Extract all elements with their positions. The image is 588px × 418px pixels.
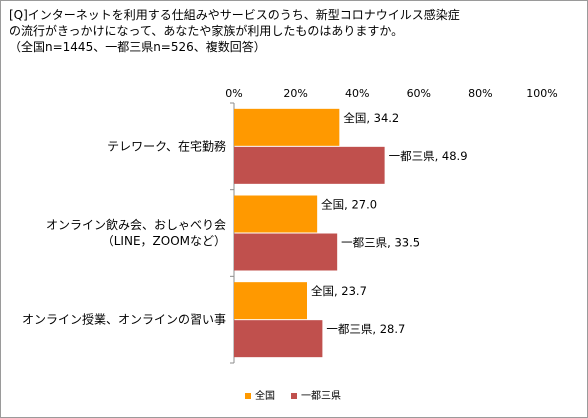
category-label: オンライン授業、オンラインの習い事 [22, 312, 226, 327]
x-tick-label: 0% [225, 87, 242, 100]
data-label: 全国, 23.7 [311, 284, 367, 298]
legend-swatch [245, 393, 251, 399]
category-label: テレワーク、在宅勤務 [107, 138, 226, 153]
data-label: 全国, 34.2 [343, 111, 399, 125]
data-label: 一都三県, 33.5 [341, 236, 420, 250]
legend-label: 一都三県 [301, 390, 341, 402]
title-line-3: （全国n=1445、一都三県n=526、複数回答） [9, 40, 266, 54]
category-label: （LINE，ZOOMなど） [102, 234, 226, 248]
data-label: 一都三県, 28.7 [326, 322, 405, 336]
x-tick-label: 20% [283, 87, 307, 100]
bar-national [234, 195, 318, 233]
data-label: 全国, 27.0 [321, 198, 377, 212]
x-tick-label: 80% [468, 87, 492, 100]
x-tick-label: 60% [407, 87, 431, 100]
legend-swatch [291, 393, 297, 399]
title-line-2: の流行がきっかけになって、あなたや家族が利用したものはありますか。 [9, 24, 404, 38]
category-label: オンライン飲み会、おしゃべり会 [46, 217, 226, 232]
bar-tokyo-area [234, 320, 323, 358]
x-tick-label: 100% [526, 87, 557, 100]
bar-national [234, 282, 307, 320]
x-tick-label: 40% [345, 87, 369, 100]
bar-national [234, 108, 340, 146]
title-line-1: [Q]インターネットを利用する仕組みやサービスのうち、新型コロナウイルス感染症 [9, 8, 460, 22]
chart-question-title: [Q]インターネットを利用する仕組みやサービスのうち、新型コロナウイルス感染症 … [9, 7, 569, 55]
bar-tokyo-area [234, 146, 385, 184]
data-label: 一都三県, 48.9 [389, 149, 468, 163]
legend-label: 全国 [255, 389, 275, 402]
bar-tokyo-area [234, 233, 338, 271]
